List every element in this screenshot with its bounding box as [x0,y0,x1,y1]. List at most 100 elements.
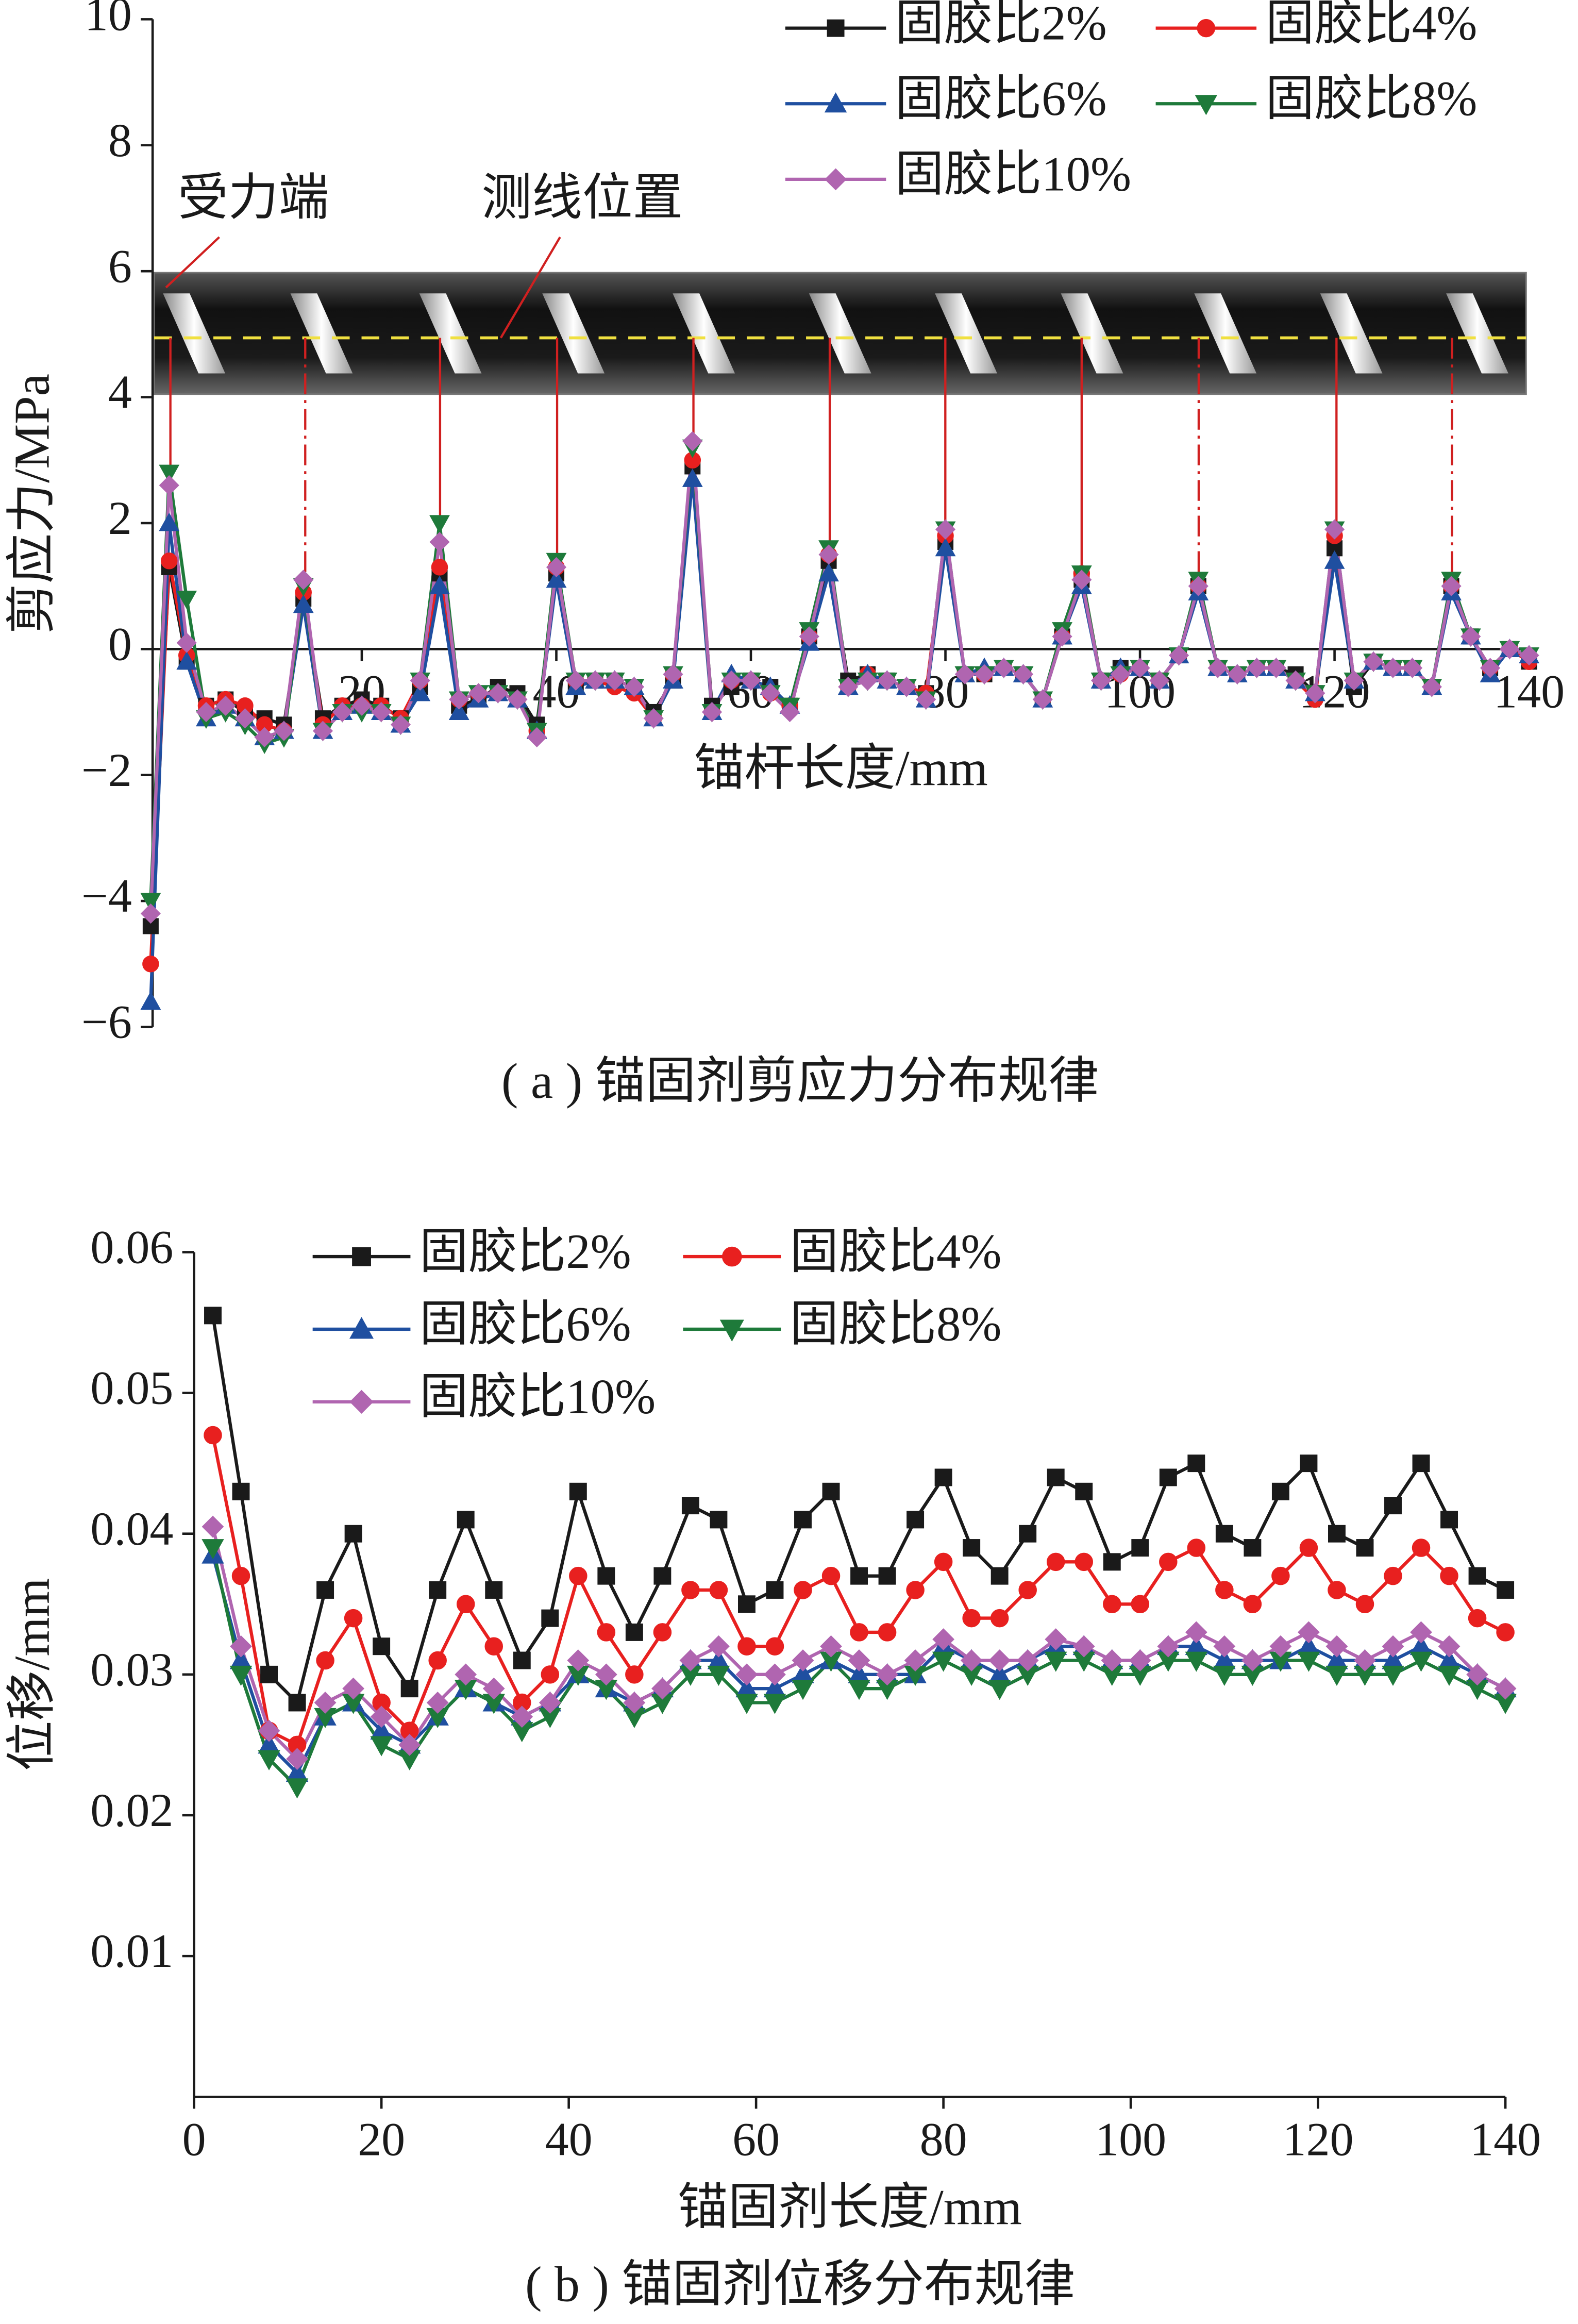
annotation: 测线位置 [481,170,683,226]
data-point [643,708,664,729]
data-point [653,1623,672,1642]
data-point [539,1692,561,1714]
data-point [1499,639,1520,659]
data-point [1227,664,1248,684]
data-point [1103,1553,1121,1571]
data-point [799,626,819,647]
data-point [763,1694,786,1714]
data-point [935,519,956,540]
data-point [1271,1566,1290,1585]
data-point [229,1665,253,1686]
data-point [1045,1628,1067,1650]
data-point [234,708,256,729]
data-point [1438,1665,1461,1686]
data-point [737,1637,756,1656]
data-point [488,683,508,704]
data-point [988,1680,1011,1700]
data-point [1269,1635,1292,1658]
data-point [1244,1539,1262,1557]
data-point [764,1663,786,1686]
data-point [1440,1566,1458,1585]
data-point [932,1628,955,1650]
data-point [794,1581,812,1599]
data-point [595,1663,617,1686]
data-point [701,701,723,723]
data-point [511,1706,533,1728]
annotation: 受力端 [178,170,329,226]
data-point [1130,658,1150,678]
data-point [681,1497,699,1515]
data-point [954,664,975,684]
data-point [597,1567,615,1585]
data-point [1466,1663,1488,1686]
data-point [1241,1649,1264,1671]
data-point [1328,1525,1346,1543]
data-point [1159,1552,1178,1571]
data-point [681,1581,700,1599]
data-point [876,1663,898,1686]
data-point [274,721,294,741]
x-tick-label: 0 [182,2113,206,2165]
data-point [877,670,897,691]
data-point [1440,1511,1458,1529]
data-point [737,1595,756,1613]
data-point [624,677,645,697]
data-point [1157,1635,1180,1658]
data-point [760,683,781,704]
data-point [988,1649,1011,1671]
data-point [1213,1665,1236,1686]
x-tick-label: 60 [732,2113,780,2165]
data-point [1149,670,1170,691]
data-point [1246,658,1267,678]
data-point [344,1609,363,1628]
y-tick-label: 10 [85,0,132,40]
data-point [857,670,878,691]
data-point [896,677,917,697]
data-point [1215,1581,1234,1599]
data-point [1363,651,1384,672]
data-point [974,664,995,684]
data-point [960,1649,983,1671]
probe-lines [165,236,1453,582]
data-point [1355,1595,1374,1614]
data-point [1441,576,1462,596]
data-point [766,1581,784,1599]
x-axis-label: 锚杆长度/mm [694,741,988,796]
x-axis-label: 锚固剂长度/mm [678,2180,1022,2235]
data-point [1187,1454,1205,1473]
x-tick-label: 80 [920,2113,967,2165]
data-point [316,1651,334,1670]
data-point [482,1677,505,1700]
y-axis-label: 位移/mm [4,1578,60,1771]
data-point [1305,683,1325,704]
data-point [344,1525,362,1543]
data-point [429,575,450,594]
data-point [293,570,314,590]
data-point [312,721,333,741]
data-point [342,1677,365,1700]
data-point [1421,677,1442,697]
data-point [878,1623,897,1642]
data-point [1324,519,1345,540]
data-point [585,670,606,691]
data-point [708,1635,730,1658]
x-tick-label: 120 [1283,2113,1354,2165]
data-point [1047,1468,1065,1486]
data-point [286,1748,308,1770]
legend-marker [1195,95,1218,115]
data-point [370,1736,393,1757]
data-point [1519,645,1539,666]
data-point [541,1665,560,1684]
data-point [1328,1581,1346,1599]
data-point [410,682,431,701]
legend-marker [719,1319,744,1342]
data-point [1271,1482,1289,1500]
data-point [1497,1581,1515,1599]
data-point [848,1680,870,1700]
data-point [286,1778,309,1799]
data-point [160,552,178,570]
data-point [431,559,448,576]
data-point [232,1482,250,1500]
data-point [932,1651,955,1672]
